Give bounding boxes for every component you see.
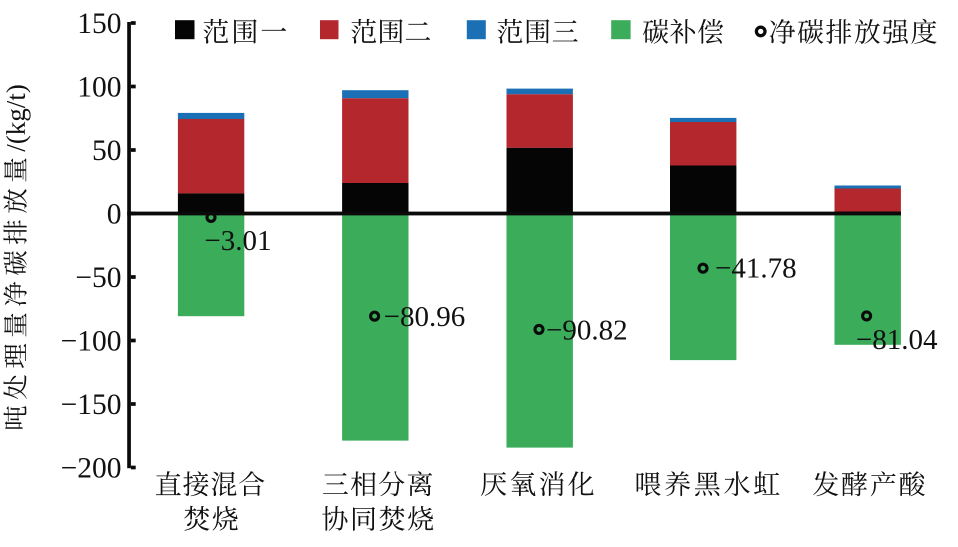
svg-text:−150: −150 — [61, 389, 122, 421]
svg-text:−3.01: −3.01 — [204, 225, 271, 257]
svg-text:−41.78: −41.78 — [715, 253, 797, 285]
svg-text:50: 50 — [92, 135, 122, 167]
svg-text:−100: −100 — [61, 325, 122, 357]
svg-text:−50: −50 — [75, 262, 121, 294]
svg-text:0: 0 — [107, 198, 122, 230]
svg-text:−90.82: −90.82 — [546, 315, 628, 347]
svg-text:−81.04: −81.04 — [856, 324, 938, 356]
svg-text:−200: −200 — [61, 452, 122, 484]
svg-text:150: 150 — [77, 8, 121, 40]
svg-text:100: 100 — [77, 71, 121, 103]
svg-text:−80.96: −80.96 — [384, 301, 466, 333]
